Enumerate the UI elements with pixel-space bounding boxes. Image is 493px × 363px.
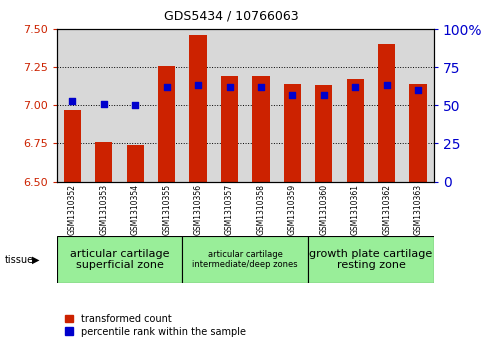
FancyBboxPatch shape <box>57 236 182 283</box>
Bar <box>347 79 364 182</box>
Point <box>163 84 171 90</box>
Bar <box>214 29 246 182</box>
Text: tissue: tissue <box>5 254 34 265</box>
Bar <box>340 29 371 182</box>
Bar <box>95 142 112 182</box>
Bar <box>410 84 427 182</box>
Bar <box>277 29 308 182</box>
Point <box>352 84 359 90</box>
Point <box>100 101 108 107</box>
Point <box>320 92 328 98</box>
Text: articular cartilage
superficial zone: articular cartilage superficial zone <box>70 249 169 270</box>
Bar <box>245 29 277 182</box>
Bar <box>57 29 88 182</box>
Text: GDS5434 / 10766063: GDS5434 / 10766063 <box>164 9 299 22</box>
Text: growth plate cartilage
resting zone: growth plate cartilage resting zone <box>310 249 433 270</box>
Bar <box>371 29 402 182</box>
Legend: transformed count, percentile rank within the sample: transformed count, percentile rank withi… <box>62 310 250 340</box>
Point <box>226 84 234 90</box>
Bar <box>284 84 301 182</box>
Point <box>69 98 76 103</box>
FancyBboxPatch shape <box>308 236 434 283</box>
Bar <box>189 35 207 182</box>
Bar <box>308 29 340 182</box>
Bar <box>158 66 176 182</box>
Bar <box>402 29 434 182</box>
Point <box>414 87 422 93</box>
FancyBboxPatch shape <box>182 236 308 283</box>
Bar <box>127 145 144 182</box>
Bar <box>315 85 332 182</box>
Bar <box>119 29 151 182</box>
Bar <box>378 44 395 182</box>
Point <box>383 82 390 88</box>
Bar <box>182 29 214 182</box>
Text: articular cartilage
intermediate/deep zones: articular cartilage intermediate/deep zo… <box>192 250 298 269</box>
Text: ▶: ▶ <box>32 254 39 265</box>
Bar <box>88 29 119 182</box>
Bar <box>252 76 270 182</box>
Bar <box>151 29 182 182</box>
Point <box>131 102 139 108</box>
Point <box>288 92 296 98</box>
Bar <box>221 76 238 182</box>
Bar <box>64 110 81 182</box>
Point <box>194 82 202 88</box>
Point <box>257 84 265 90</box>
